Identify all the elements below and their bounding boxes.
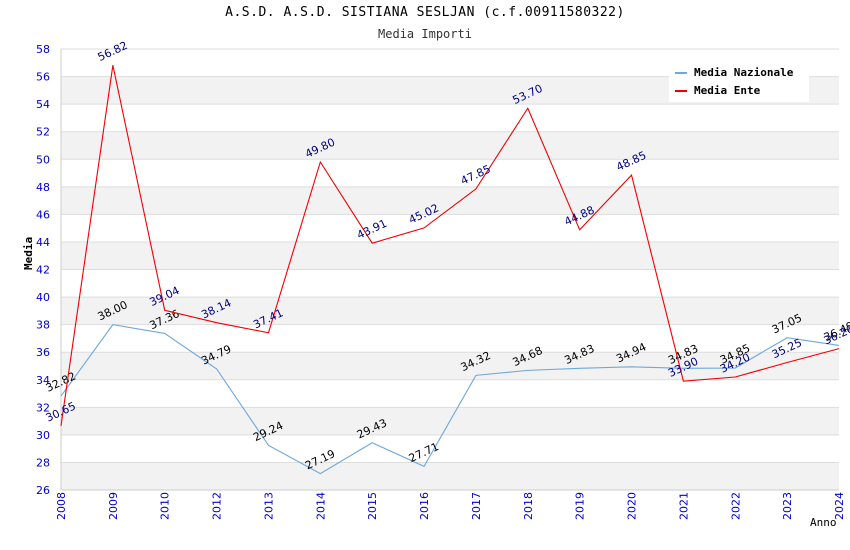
grid-band: [61, 434, 839, 463]
y-tick-label: 48: [36, 181, 50, 194]
y-tick-label: 34: [36, 374, 50, 387]
y-tick-label: 46: [36, 208, 50, 221]
x-tick-label: 2012: [211, 492, 224, 520]
y-tick-label: 28: [36, 456, 50, 469]
x-tick-label: 2017: [470, 492, 483, 520]
legend-item-media-ente: Media Ente: [675, 84, 760, 97]
y-tick-label: 58: [36, 43, 50, 56]
y-tick-label: 38: [36, 319, 50, 332]
grid-band: [61, 379, 839, 408]
x-tick-label: 2023: [781, 492, 794, 520]
grid-band: [61, 352, 839, 380]
x-axis-label: Anno: [810, 516, 837, 529]
x-tick-label: 2013: [262, 492, 275, 520]
grid-band: [61, 462, 839, 490]
y-axis-label: Media: [22, 236, 35, 270]
chart-title: A.S.D. A.S.D. SISTIANA SESLJAN (c.f.0091…: [225, 5, 625, 20]
grid-band: [61, 159, 839, 187]
legend-item-media-nazionale: Media Nazionale: [675, 66, 793, 79]
x-tick-label: 2024: [833, 492, 846, 520]
x-tick-label: 2008: [55, 492, 68, 520]
legend-swatch-media-ente: [675, 89, 687, 92]
legend: Media Nazionale Media Ente: [669, 60, 809, 102]
x-tick-label: 2021: [677, 492, 690, 520]
y-tick-label: 26: [36, 484, 50, 497]
y-tick-label: 40: [36, 291, 50, 304]
y-tick-label: 50: [36, 153, 50, 166]
grid-band: [61, 104, 839, 132]
legend-swatch-media-nazionale: [675, 71, 687, 74]
grid-band: [61, 241, 839, 270]
chart-subtitle: Media Importi: [378, 27, 472, 41]
x-tick-label: 2016: [418, 492, 431, 520]
y-tick-label: 30: [36, 429, 50, 442]
y-tick-label: 44: [36, 236, 50, 249]
grid-band: [61, 324, 839, 353]
series-line-media-ente: [60, 65, 840, 426]
y-tick-label: 52: [36, 126, 50, 139]
grid-band: [61, 269, 839, 298]
x-tick-label: 2018: [522, 492, 535, 520]
y-tick-label: 42: [36, 264, 50, 277]
legend-label-media-nazionale: Media Nazionale: [694, 66, 794, 79]
y-tick-label: 32: [36, 401, 50, 414]
y-tick-label: 36: [36, 346, 50, 359]
x-tick-label: 2010: [159, 492, 172, 520]
x-tick-label: 2009: [107, 492, 120, 520]
x-tick-label: 2019: [574, 492, 587, 520]
x-tick-label: 2020: [626, 492, 639, 520]
y-tick-label: 54: [36, 98, 50, 111]
x-tick-label: 2014: [314, 492, 327, 520]
grid-band: [61, 297, 839, 325]
legend-label-media-ente: Media Ente: [694, 84, 761, 97]
grid-band: [61, 131, 839, 160]
series-line-media-nazionale: [60, 324, 840, 475]
grid-band: [61, 214, 839, 242]
y-tick-label: 56: [36, 71, 50, 84]
x-tick-label: 2015: [366, 492, 379, 520]
x-tick-label: 2022: [729, 492, 742, 520]
grid-band: [61, 186, 839, 215]
